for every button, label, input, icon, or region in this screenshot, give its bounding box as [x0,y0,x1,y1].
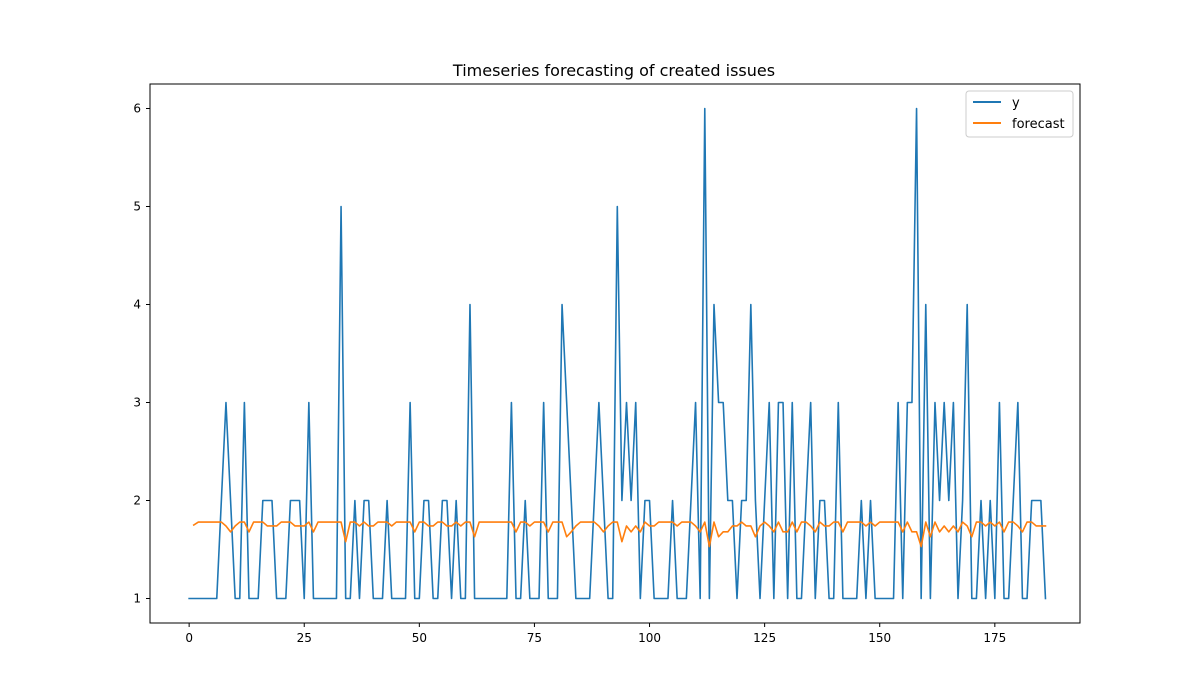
series-line-forecast [192,521,1047,548]
x-tick-label: 175 [983,631,1006,645]
y-tick-label: 2 [133,494,141,508]
y-tick-label: 6 [133,102,141,116]
x-tick-label: 0 [185,631,193,645]
x-tick-label: 50 [412,631,427,645]
legend-label-forecast: forecast [1012,117,1065,132]
x-tick-label: 100 [638,631,661,645]
legend: y forecast [965,90,1074,138]
y-tick-label: 3 [133,396,141,410]
x-tick-label: 125 [753,631,776,645]
series-layer [188,107,1047,600]
plot-frame [149,83,1081,624]
y-tick-label: 1 [133,592,141,606]
legend-label-y: y [1012,96,1020,111]
x-tick-label: 150 [868,631,891,645]
series-line-y [188,107,1047,600]
chart-title: Timeseries forecasting of created issues [452,61,775,80]
x-tick-label: 25 [297,631,312,645]
x-axis: 0 25 50 75 100 125 150 175 [185,623,1006,645]
y-axis: 1 2 3 4 5 6 [133,102,150,606]
y-tick-label: 4 [133,298,141,312]
x-tick-label: 75 [527,631,542,645]
y-tick-label: 5 [133,200,141,214]
